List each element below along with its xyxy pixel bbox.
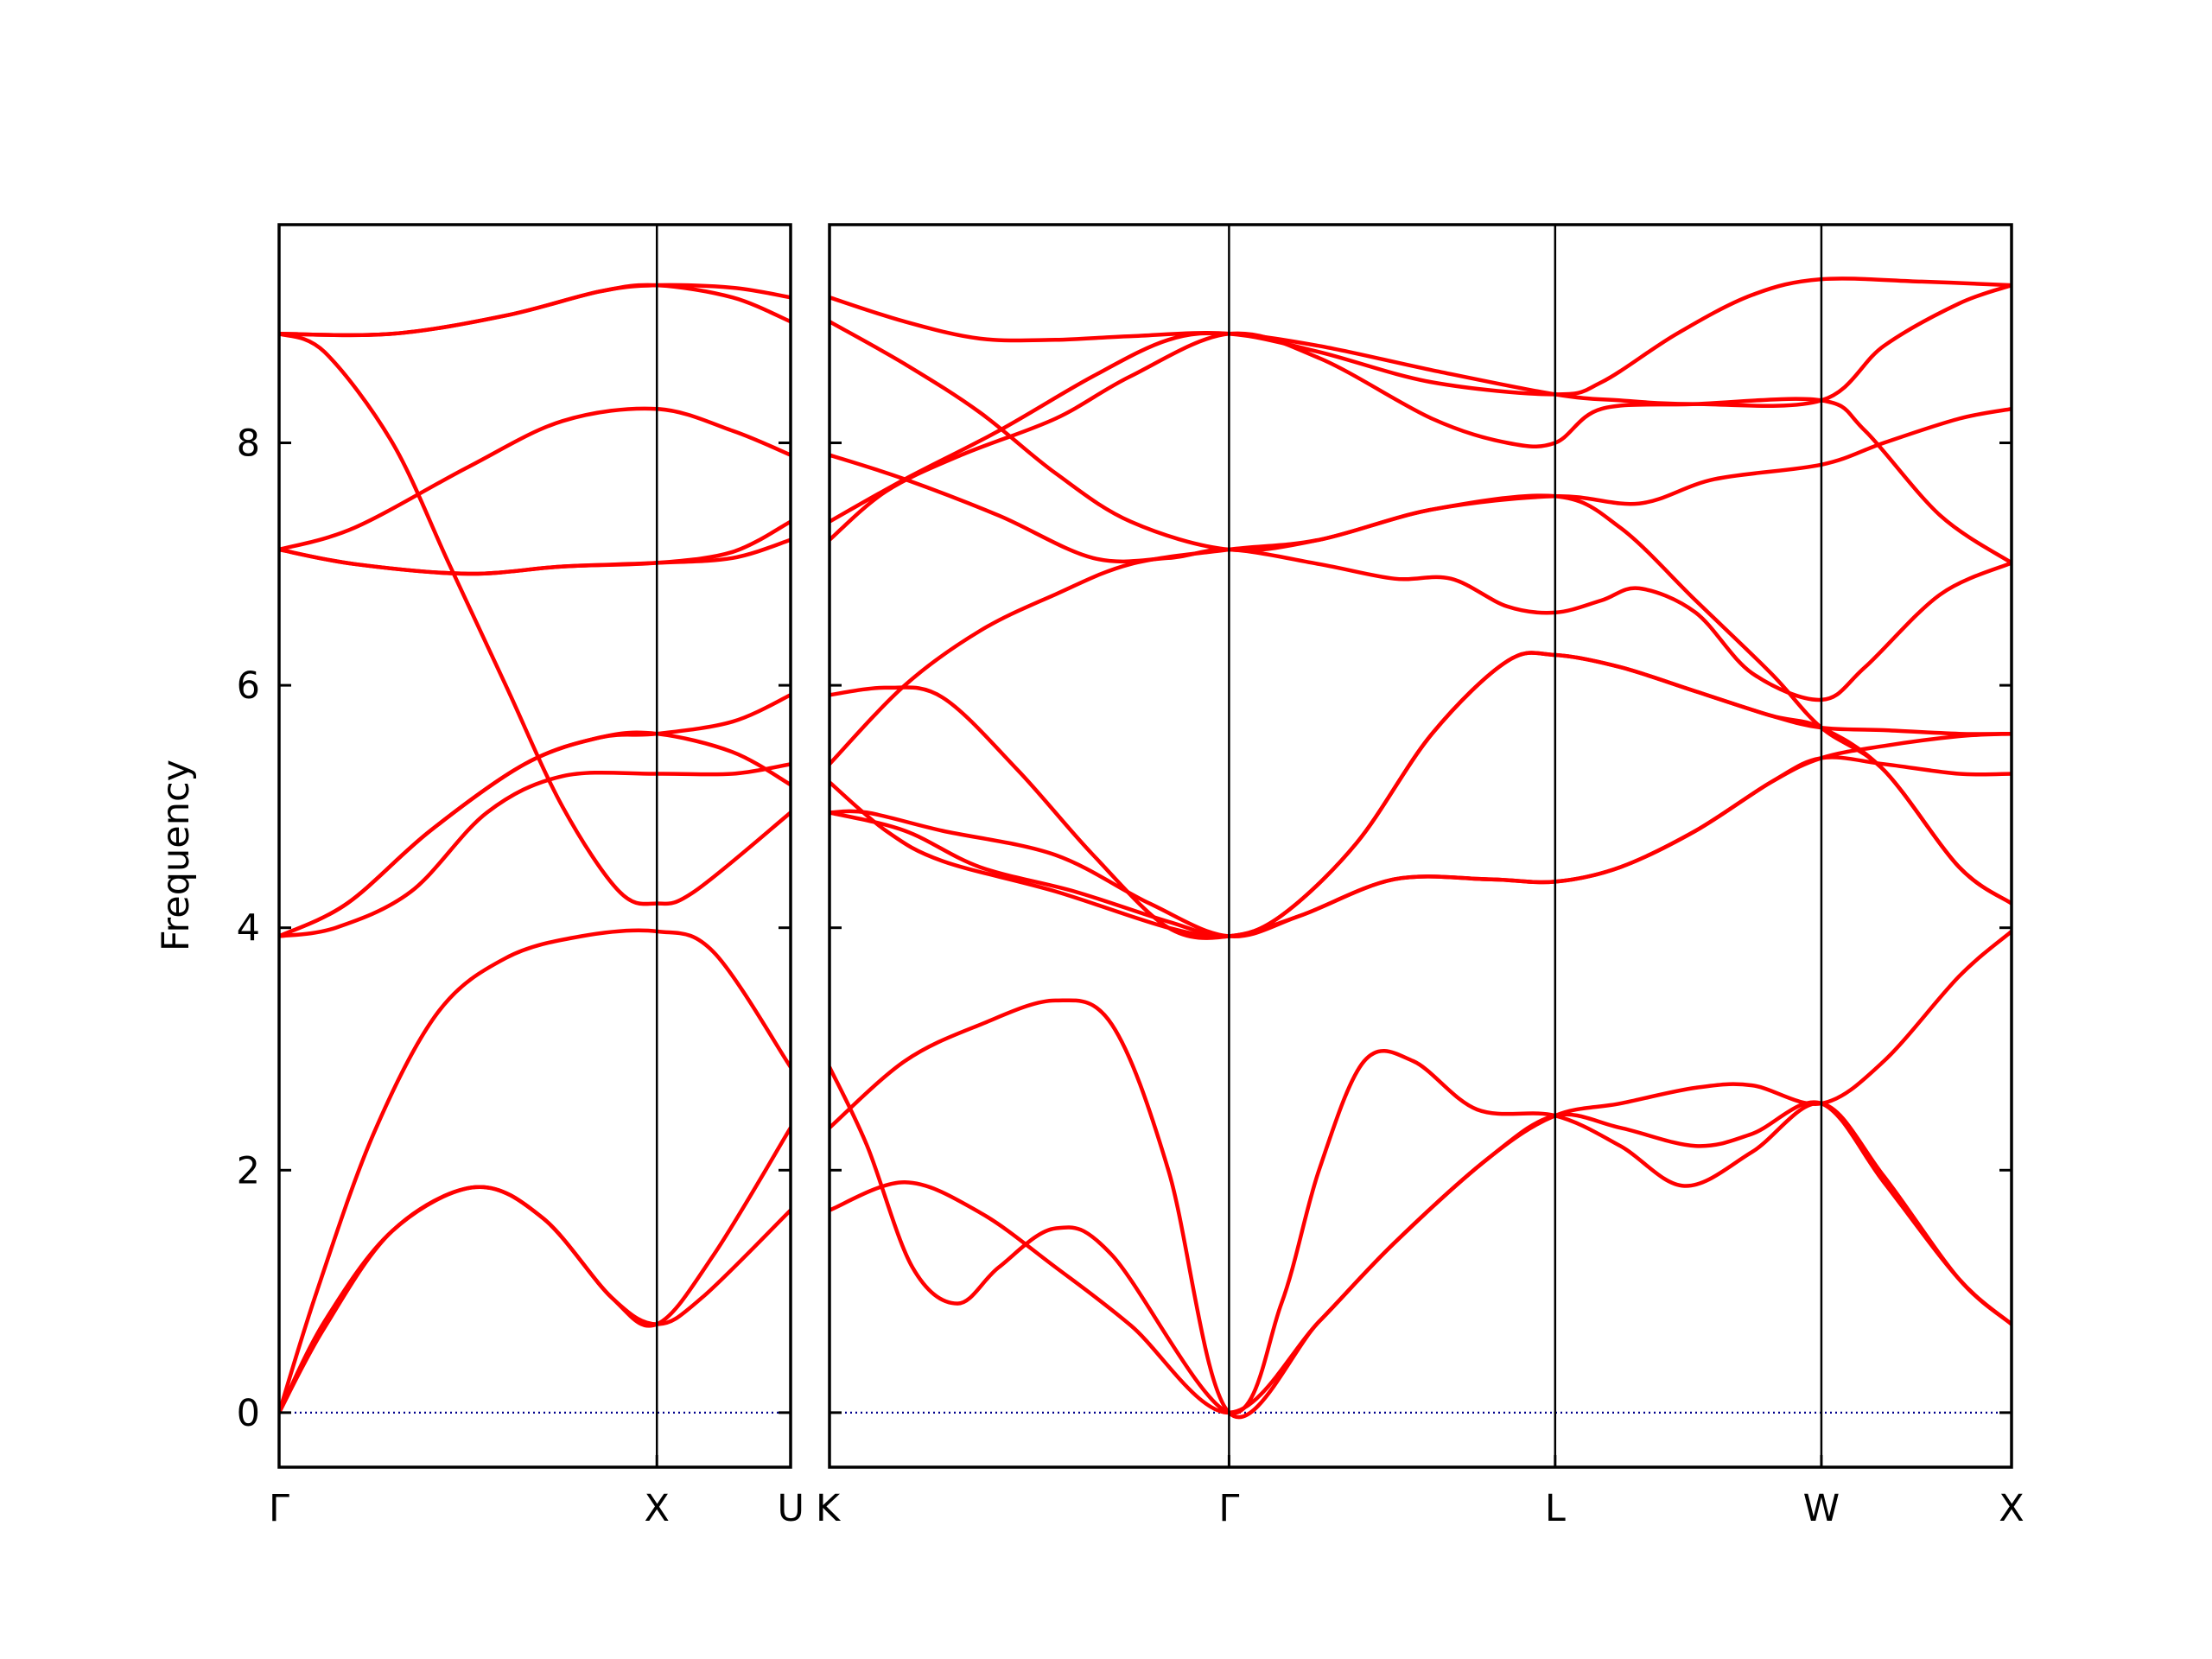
band-line: [830, 331, 2012, 565]
x-tick-label: K: [816, 1487, 842, 1530]
plot-panels: 0 2 4 6 8 Γ X U K Γ L W X: [237, 223, 2024, 1530]
band-line: [830, 283, 2012, 524]
band-line: [830, 1049, 2012, 1415]
band-group: [279, 283, 791, 1415]
y-tick-label: 4: [237, 907, 260, 950]
plot-frame: [277, 223, 792, 1469]
band-line: [279, 283, 791, 338]
x-tick-label: Γ: [269, 1487, 289, 1530]
band-line: [830, 453, 2012, 702]
band-line: [830, 755, 2012, 938]
band-line: [830, 651, 2012, 940]
panel-left: 0 2 4 6 8 Γ X U: [237, 223, 804, 1530]
y-tick-label: 0: [237, 1392, 260, 1435]
band-line: [830, 1100, 2012, 1415]
band-line: [279, 406, 791, 552]
x-tick-label: X: [644, 1487, 669, 1530]
band-line: [279, 1125, 791, 1415]
band-line: [279, 693, 791, 938]
band-line: [830, 731, 2012, 938]
x-tick-label: X: [1999, 1487, 2024, 1530]
plot-frame: [828, 223, 2013, 1469]
x-tick-label: Γ: [1218, 1487, 1239, 1530]
band-line: [279, 730, 791, 938]
y-axis-title: Frequency: [155, 760, 198, 951]
band-line: [279, 519, 791, 576]
band-line: [279, 762, 791, 938]
band-group: [830, 276, 2012, 1420]
x-tick-label: L: [1545, 1487, 1566, 1530]
band-line: [279, 1185, 791, 1415]
band-line: [279, 332, 791, 906]
band-line: [830, 929, 2012, 1420]
y-tick-label: 2: [237, 1149, 260, 1192]
x-tick-label: U: [778, 1487, 804, 1530]
y-tick-label: 6: [237, 664, 260, 708]
y-tick-label: 8: [237, 423, 260, 466]
band-line: [830, 276, 2012, 397]
band-line: [830, 319, 2012, 553]
x-tick-label: W: [1803, 1487, 1840, 1530]
band-line: [279, 928, 791, 1415]
